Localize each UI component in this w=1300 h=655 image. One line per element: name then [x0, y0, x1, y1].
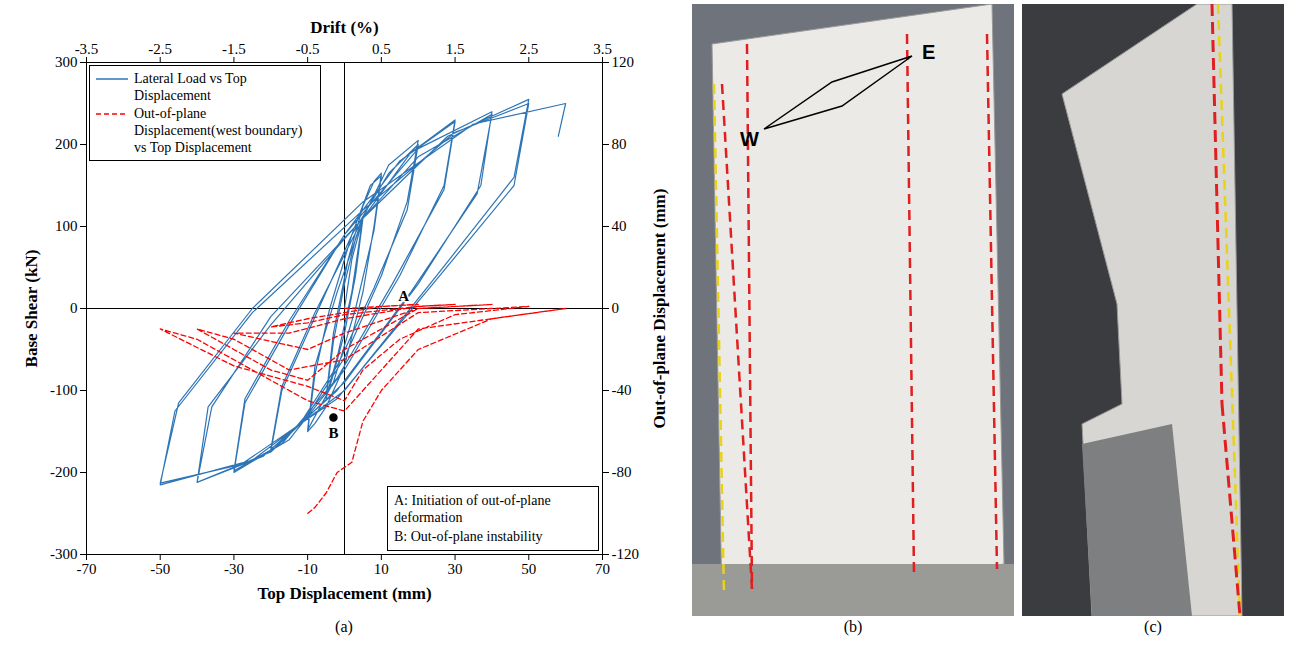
html-text:(b): (b): [843, 618, 863, 635]
html-text:B: Out-of-plane instability: B: Out-of-plane instability: [394, 529, 543, 544]
svg-text:40: 40: [612, 218, 627, 234]
svg-text:W: W: [740, 128, 759, 150]
svg-text:1.5: 1.5: [446, 41, 465, 57]
svg-text:E: E: [922, 41, 935, 63]
html-text:Out-of-plane Displacement(west: Out-of-plane Displacement(west boundary)…: [134, 106, 303, 155]
svg-text:-200: -200: [50, 464, 78, 480]
svg-text:-10: -10: [298, 561, 318, 577]
svg-text:-70: -70: [77, 561, 97, 577]
svg-text:-2.5: -2.5: [148, 41, 172, 57]
svg-text:A: A: [398, 288, 409, 304]
svg-text:-300: -300: [50, 546, 78, 562]
svg-text:0.5: 0.5: [372, 41, 391, 57]
html-text:(c): (c): [1144, 618, 1162, 635]
svg-text:200: 200: [55, 136, 78, 152]
svg-text:Drift (%): Drift (%): [310, 18, 378, 37]
svg-text:B: B: [328, 425, 338, 441]
html-text:A: Initiation of out-of-plane: A: Initiation of out-of-plane deformatio…: [394, 493, 551, 525]
svg-text:120: 120: [612, 54, 635, 70]
svg-text:100: 100: [55, 218, 78, 234]
svg-text:0: 0: [70, 300, 78, 316]
svg-text:-0.5: -0.5: [296, 41, 320, 57]
svg-text:3.5: 3.5: [593, 41, 612, 57]
svg-text:-100: -100: [50, 382, 78, 398]
html-text:(a): (a): [335, 618, 353, 635]
html-text:Lateral Load vs Top Displaceme: Lateral Load vs Top Displacement: [134, 71, 247, 103]
svg-text:Top Displacement (mm): Top Displacement (mm): [257, 584, 431, 603]
svg-text:-120: -120: [612, 546, 640, 562]
svg-text:Out-of-plane Displacement (mm): Out-of-plane Displacement (mm): [650, 189, 669, 429]
svg-text:-50: -50: [150, 561, 170, 577]
svg-text:30: 30: [448, 561, 463, 577]
svg-text:2.5: 2.5: [519, 41, 538, 57]
svg-text:80: 80: [612, 136, 627, 152]
svg-text:-1.5: -1.5: [222, 41, 246, 57]
svg-text:-80: -80: [612, 464, 632, 480]
svg-text:50: 50: [521, 561, 536, 577]
svg-text:70: 70: [595, 561, 610, 577]
svg-text:-30: -30: [224, 561, 244, 577]
svg-text:-40: -40: [612, 382, 632, 398]
svg-text:-3.5: -3.5: [75, 41, 99, 57]
svg-text:0: 0: [612, 300, 620, 316]
svg-text:300: 300: [55, 54, 78, 70]
svg-text:10: 10: [374, 561, 389, 577]
svg-text:Base Shear (kN): Base Shear (kN): [22, 250, 41, 368]
